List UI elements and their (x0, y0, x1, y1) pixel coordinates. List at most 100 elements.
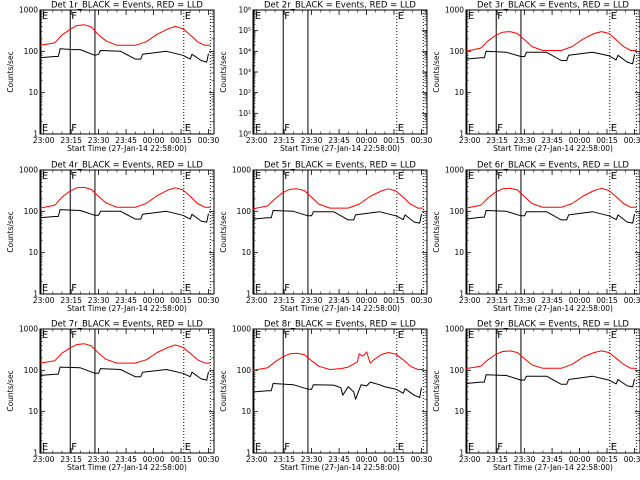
x-tick-label: 00:00 (143, 136, 165, 145)
y-tick-label: 1 (33, 290, 38, 299)
y-tick-label: 1 (246, 449, 251, 458)
events-series-line (465, 374, 635, 388)
y-tick-label: 100 (450, 47, 465, 56)
x-tick-label: 23:00 (246, 136, 268, 145)
y-axis-label: Counts/sec (219, 51, 228, 92)
x-tick-label: 23:00 (33, 296, 55, 305)
events-series-line (39, 209, 209, 223)
y-tick-label: 1000 (19, 325, 38, 334)
panel-title: Det 2r_BLACK = Events, RED = LLD (264, 1, 416, 11)
x-tick-label: 00:30 (198, 136, 220, 145)
events-series-line (465, 210, 635, 224)
event-marker-label: E (185, 283, 191, 294)
events-series-line (465, 50, 635, 65)
x-tick-label: 23:45 (541, 136, 563, 145)
event-marker-label: E (468, 11, 474, 22)
x-axis-label: Start Time (27-Jan-14 22:58:00) (67, 144, 187, 153)
y-tick-label: 1000 (19, 166, 38, 175)
x-tick-label: 23:00 (246, 455, 268, 464)
y-tick-label: 1 (246, 290, 251, 299)
y-tick-label: 100 (237, 366, 252, 375)
y-tick-label: 1 (459, 290, 464, 299)
y-tick-label: 1 (33, 449, 38, 458)
event-marker-label: E (42, 442, 48, 453)
panel-title: Det 5r_BLACK = Events, RED = LLD (264, 161, 416, 171)
x-tick-label: 23:00 (33, 136, 55, 145)
x-axis-label: Start Time (27-Jan-14 22:58:00) (280, 304, 400, 313)
event-marker-label: F (284, 330, 290, 341)
y-tick-label: 1 (459, 449, 464, 458)
y-tick-label: 1000 (232, 325, 251, 334)
y-tick-label: 10⁴ (238, 47, 251, 56)
event-marker-label: F (71, 171, 77, 182)
x-tick-label: 23:30 (88, 136, 110, 145)
x-tick-label: 23:00 (459, 296, 481, 305)
event-marker-label: E (611, 11, 617, 22)
panel-title: Det 6r_BLACK = Events, RED = LLD (477, 161, 629, 171)
lld-series-line (39, 24, 211, 46)
x-tick-label: 23:00 (33, 455, 55, 464)
x-tick-label: 00:15 (170, 136, 192, 145)
x-tick-label: 23:15 (486, 296, 508, 305)
x-tick-label: 23:15 (486, 136, 508, 145)
y-tick-label: 10 (28, 88, 38, 97)
event-marker-label: E (185, 442, 191, 453)
lld-series-line (39, 186, 211, 209)
y-tick-label: 10⁰ (238, 130, 251, 139)
y-axis-label: Counts/sec (6, 211, 15, 252)
event-marker-label: F (71, 442, 77, 453)
x-tick-label: 23:30 (301, 296, 323, 305)
event-marker-label: E (398, 171, 404, 182)
y-tick-label: 10 (454, 88, 464, 97)
events-series-line (39, 366, 209, 381)
y-tick-label: 10 (454, 248, 464, 257)
x-tick-label: 00:30 (411, 455, 433, 464)
panel-title: Det 9r_BLACK = Events, RED = LLD (477, 320, 629, 330)
panel-9: Det 9r_BLACK = Events, RED = LLD 1 10 100 10… (432, 320, 640, 472)
x-tick-label: 00:15 (596, 296, 618, 305)
panel-title: Det 8r_BLACK = Events, RED = LLD (264, 320, 416, 330)
x-tick-label: 00:30 (624, 136, 640, 145)
event-marker-label: E (398, 442, 404, 453)
y-tick-label: 10⁶ (238, 6, 251, 15)
y-axis-label: Counts/sec (432, 211, 441, 252)
event-marker-label: E (398, 330, 404, 341)
event-marker-label: F (497, 123, 503, 134)
x-tick-label: 00:15 (596, 136, 618, 145)
plot-frame (252, 9, 428, 135)
plot-frame (39, 169, 215, 295)
event-marker-label: F (497, 283, 503, 294)
x-tick-label: 23:45 (328, 455, 350, 464)
y-tick-label: 10 (241, 248, 251, 257)
event-marker-label: E (468, 283, 474, 294)
events-series-line (252, 210, 422, 224)
y-axis-label: Counts/sec (219, 370, 228, 411)
events-series-line (39, 48, 209, 63)
y-axis-label: Counts/sec (432, 51, 441, 92)
x-tick-label: 23:30 (514, 455, 536, 464)
x-tick-label: 00:30 (624, 296, 640, 305)
x-tick-label: 23:30 (301, 136, 323, 145)
event-marker-label: E (42, 171, 48, 182)
event-marker-label: F (284, 283, 290, 294)
panel-title: Det 3r_BLACK = Events, RED = LLD (477, 1, 629, 11)
event-marker-label: E (42, 123, 48, 134)
plot-frame (39, 328, 215, 454)
y-tick-label: 100 (24, 366, 39, 375)
x-tick-label: 00:00 (569, 296, 591, 305)
event-marker-label: E (468, 330, 474, 341)
event-marker-label: E (42, 330, 48, 341)
x-axis-label: Start Time (27-Jan-14 22:58:00) (280, 144, 400, 153)
x-tick-label: 00:00 (356, 455, 378, 464)
event-marker-label: E (255, 123, 261, 134)
x-tick-label: 00:30 (198, 455, 220, 464)
event-marker-label: E (611, 442, 617, 453)
x-tick-label: 23:30 (88, 455, 110, 464)
x-tick-label: 23:45 (115, 296, 137, 305)
x-tick-label: 23:45 (541, 296, 563, 305)
lld-series-line (39, 343, 211, 364)
event-marker-label: E (398, 123, 404, 134)
event-marker-label: F (497, 330, 503, 341)
plot-frame (252, 169, 428, 295)
